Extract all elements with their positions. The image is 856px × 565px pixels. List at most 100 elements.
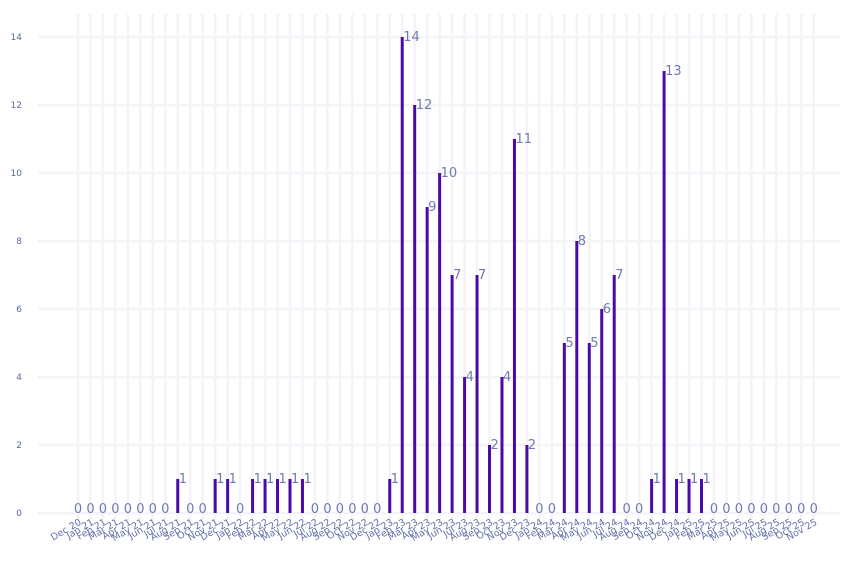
bar-value-label: 0	[635, 502, 643, 517]
bar-value-label: 0	[199, 502, 207, 517]
bar-value-label: 0	[136, 502, 144, 517]
bar	[612, 275, 616, 513]
bar-value-label: 9	[428, 200, 436, 215]
bar	[400, 37, 404, 513]
bar-value-label: 1	[254, 472, 262, 487]
bar-value-label: 0	[772, 502, 780, 517]
bar-value-label: 0	[535, 502, 543, 517]
bar-value-label: 0	[623, 502, 631, 517]
bar-value-label: 1	[279, 472, 287, 487]
bar-value-label: 0	[74, 502, 82, 517]
bar-value-label: 0	[124, 502, 132, 517]
bar-value-label: 7	[615, 268, 623, 283]
bar	[251, 479, 255, 513]
bar-value-label: 1	[703, 472, 711, 487]
bar-value-label: 13	[665, 64, 682, 79]
bar-value-label: 4	[466, 370, 474, 385]
bar-value-label: 0	[311, 502, 319, 517]
bar-value-label: 0	[797, 502, 805, 517]
bar-value-label: 0	[186, 502, 194, 517]
bar-value-label: 0	[149, 502, 157, 517]
bar-value-label: 7	[478, 268, 486, 283]
bar-value-label: 0	[99, 502, 107, 517]
bar-value-label: 12	[416, 98, 433, 113]
bar-value-label: 14	[403, 30, 420, 45]
bar-value-label: 10	[441, 166, 458, 181]
bar-value-label: 1	[653, 472, 661, 487]
bar	[675, 479, 679, 513]
bar-value-label: 1	[266, 472, 274, 487]
bar-value-label: 1	[179, 472, 187, 487]
bar	[388, 479, 392, 513]
data-labels: 0 0 0 0 0 0 0 010 01 101 1 1 1 10 0 0 0 0 0114129107472411…	[74, 30, 818, 517]
bar-value-label: 0	[161, 502, 169, 517]
bar	[176, 479, 180, 513]
bar	[213, 479, 217, 513]
bars	[176, 37, 703, 513]
bar	[587, 343, 591, 513]
bar-value-label: 0	[111, 502, 119, 517]
bar	[575, 241, 579, 513]
bar-value-label: 0	[747, 502, 755, 517]
y-axis-ticks: 0 2 4 6 8 10 12 14	[11, 33, 23, 519]
bar-value-label: 0	[236, 502, 244, 517]
bar-value-label: 2	[528, 438, 536, 453]
bar	[425, 207, 429, 513]
bar	[450, 275, 454, 513]
bar	[662, 71, 666, 513]
bar	[300, 479, 304, 513]
bar-value-label: 0	[760, 502, 768, 517]
bar	[475, 275, 479, 513]
bar-value-label: 1	[391, 472, 399, 487]
bar	[263, 479, 267, 513]
bar-value-label: 0	[785, 502, 793, 517]
bar-value-label: 0	[548, 502, 556, 517]
bar	[512, 139, 516, 513]
bar	[650, 479, 654, 513]
bar-value-label: 1	[690, 472, 698, 487]
bar	[276, 479, 280, 513]
bar-value-label: 11	[515, 132, 532, 147]
bar	[525, 445, 529, 513]
y-tick-label: 4	[16, 373, 22, 383]
bar-value-label: 1	[216, 472, 224, 487]
bar	[463, 377, 467, 513]
bar-value-label: 5	[590, 336, 598, 351]
y-tick-label: 14	[11, 33, 23, 43]
bar-value-label: 0	[361, 502, 369, 517]
bar-value-label: 0	[323, 502, 331, 517]
bar-value-label: 6	[603, 302, 611, 317]
bar-value-label: 1	[291, 472, 299, 487]
bar-value-label: 0	[735, 502, 743, 517]
bar-value-label: 1	[678, 472, 686, 487]
bar	[687, 479, 691, 513]
bar	[413, 105, 417, 513]
y-tick-label: 6	[16, 305, 22, 315]
bar-value-label: 2	[491, 438, 499, 453]
y-tick-label: 8	[16, 237, 22, 247]
bar-value-label: 1	[303, 472, 311, 487]
y-tick-label: 0	[16, 509, 22, 519]
bar-value-label: 1	[229, 472, 237, 487]
bar	[500, 377, 504, 513]
bar-value-label: 4	[503, 370, 511, 385]
y-tick-label: 12	[11, 101, 22, 111]
bar-value-label: 0	[86, 502, 94, 517]
bar-value-label: 0	[373, 502, 381, 517]
bar	[600, 309, 604, 513]
y-tick-label: 2	[16, 441, 22, 451]
bar	[700, 479, 703, 513]
bar-value-label: 0	[710, 502, 718, 517]
bar-value-label: 0	[722, 502, 730, 517]
bar	[226, 479, 230, 513]
bar	[438, 173, 442, 513]
bar-value-label: 0	[348, 502, 356, 517]
bar	[562, 343, 566, 513]
bar-value-label: 7	[453, 268, 461, 283]
bar	[288, 479, 292, 513]
bar-value-label: 8	[578, 234, 586, 249]
y-tick-label: 10	[11, 169, 23, 179]
bar-value-label: 0	[336, 502, 344, 517]
